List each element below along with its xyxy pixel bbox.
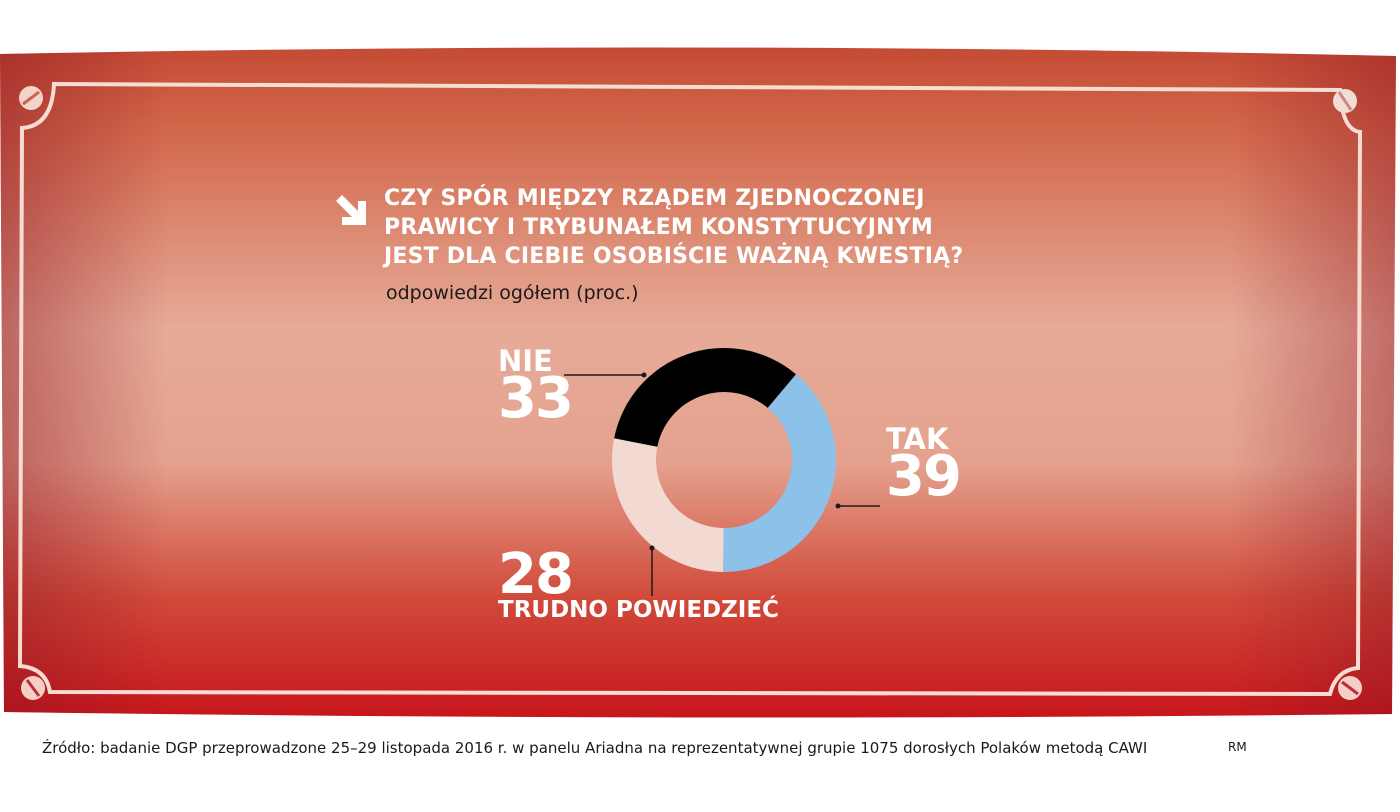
arrow-down-right-icon bbox=[336, 195, 366, 225]
slice-name: TAK bbox=[886, 422, 949, 456]
screw-icon bbox=[21, 676, 45, 700]
slice-label-tak: TAK 39 bbox=[886, 422, 962, 509]
slice-value: 28 bbox=[498, 542, 574, 607]
chart-title: CZY SPÓR MIĘDZY RZĄDEM ZJEDNOCZONEJ PRAW… bbox=[384, 184, 1024, 271]
screw-icon bbox=[1338, 676, 1362, 700]
leader-dot bbox=[835, 503, 841, 509]
source-note: Źródło: badanie DGP przeprowadzone 25–29… bbox=[42, 739, 1148, 757]
slice-tak bbox=[723, 374, 836, 572]
author-credit: RM bbox=[1228, 740, 1247, 754]
leader-dot bbox=[649, 545, 655, 551]
slice-value: 39 bbox=[886, 444, 962, 509]
screw-icon bbox=[1333, 89, 1357, 113]
chart-subtitle: odpowiedzi ogółem (proc.) bbox=[386, 282, 639, 304]
slice-nie bbox=[614, 348, 796, 447]
slice-value: 33 bbox=[498, 366, 574, 431]
slice-name: TRUDNO POWIEDZIEĆ bbox=[498, 597, 779, 623]
leader-dot bbox=[641, 372, 647, 378]
frame-border bbox=[17, 81, 1363, 697]
screw-icon bbox=[19, 86, 43, 110]
slice-label-nie: NIE 33 bbox=[498, 344, 574, 431]
title-line: CZY SPÓR MIĘDZY RZĄDEM ZJEDNOCZONEJ bbox=[384, 186, 925, 211]
title-line: PRAWICY I TRYBUNAŁEM KONSTYTUCYJNYM bbox=[384, 215, 933, 240]
slice-name: NIE bbox=[498, 344, 553, 378]
slice-label-trudno: 28 TRUDNO POWIEDZIEĆ bbox=[498, 542, 779, 623]
slice-trudno-powiedziec bbox=[611, 438, 724, 572]
title-line: JEST DLA CIEBIE OSOBIŚCIE WAŻNĄ KWESTIĄ? bbox=[384, 244, 964, 269]
